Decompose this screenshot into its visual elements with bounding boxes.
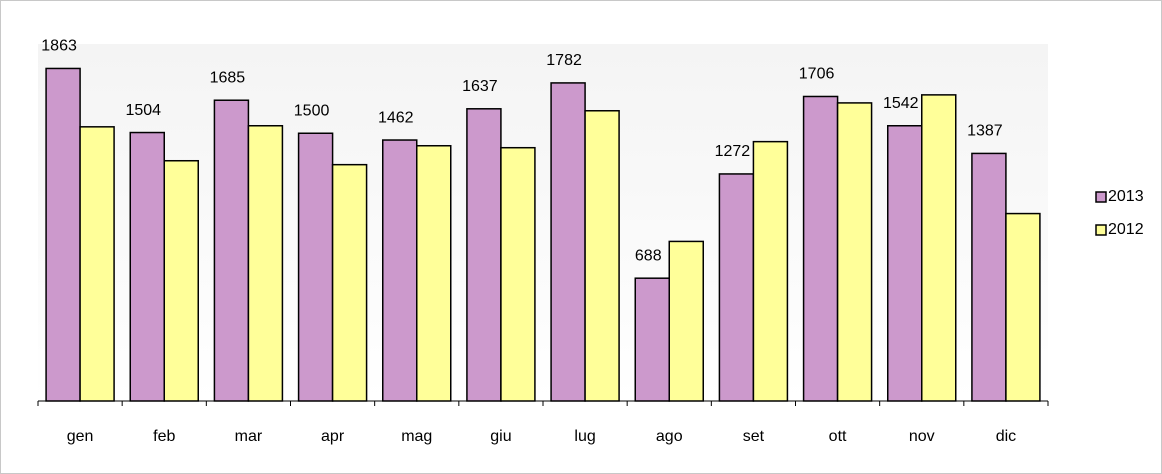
data-label: 1500 <box>294 102 330 119</box>
bar <box>971 152 1007 402</box>
x-tick-label: mag <box>401 428 432 445</box>
bar <box>802 95 839 402</box>
x-tick-label: ago <box>656 428 683 445</box>
bar <box>45 67 81 402</box>
x-tick-label: dic <box>996 428 1016 445</box>
x-tick-label: feb <box>153 428 175 445</box>
data-label: 1685 <box>210 69 246 86</box>
bar <box>634 277 670 402</box>
bar <box>247 125 284 402</box>
bar <box>921 94 957 402</box>
bar <box>1005 212 1041 402</box>
bar <box>584 110 620 402</box>
bar <box>466 108 502 402</box>
data-label: 688 <box>635 247 662 264</box>
x-tick-label: mar <box>235 428 263 445</box>
data-label: 1272 <box>715 143 751 160</box>
bar <box>668 240 704 402</box>
legend-label: 2013 <box>1108 188 1144 205</box>
bar <box>718 173 755 402</box>
data-label: 1504 <box>125 102 161 119</box>
x-tick-label: ott <box>829 428 847 445</box>
x-tick-label: set <box>743 428 765 445</box>
bar <box>416 144 452 402</box>
x-tick-label: nov <box>909 428 935 445</box>
bar <box>331 163 368 402</box>
bar <box>163 159 199 402</box>
bar <box>836 102 873 402</box>
bar <box>382 139 418 402</box>
x-tick-label: apr <box>321 428 345 445</box>
data-label: 1706 <box>799 66 835 83</box>
data-label: 1387 <box>967 123 1003 140</box>
data-label: 1462 <box>378 109 414 126</box>
legend-swatch <box>1095 224 1107 236</box>
data-label: 1782 <box>546 52 582 69</box>
plot-area <box>38 44 1048 401</box>
bar <box>752 140 789 402</box>
x-tick-label: giu <box>490 428 511 445</box>
legend-swatch <box>1095 191 1107 203</box>
bar <box>887 125 923 402</box>
data-label: 1637 <box>462 78 498 95</box>
bar <box>213 99 250 402</box>
x-tick-label: gen <box>67 428 94 445</box>
bar <box>129 131 165 402</box>
bar <box>297 132 334 402</box>
bar <box>500 146 536 402</box>
data-label: 1542 <box>883 95 919 112</box>
data-label: 1863 <box>41 38 77 55</box>
bar <box>550 82 586 402</box>
legend-label: 2012 <box>1108 221 1144 238</box>
bar <box>79 126 115 402</box>
x-tick-label: lug <box>574 428 595 445</box>
